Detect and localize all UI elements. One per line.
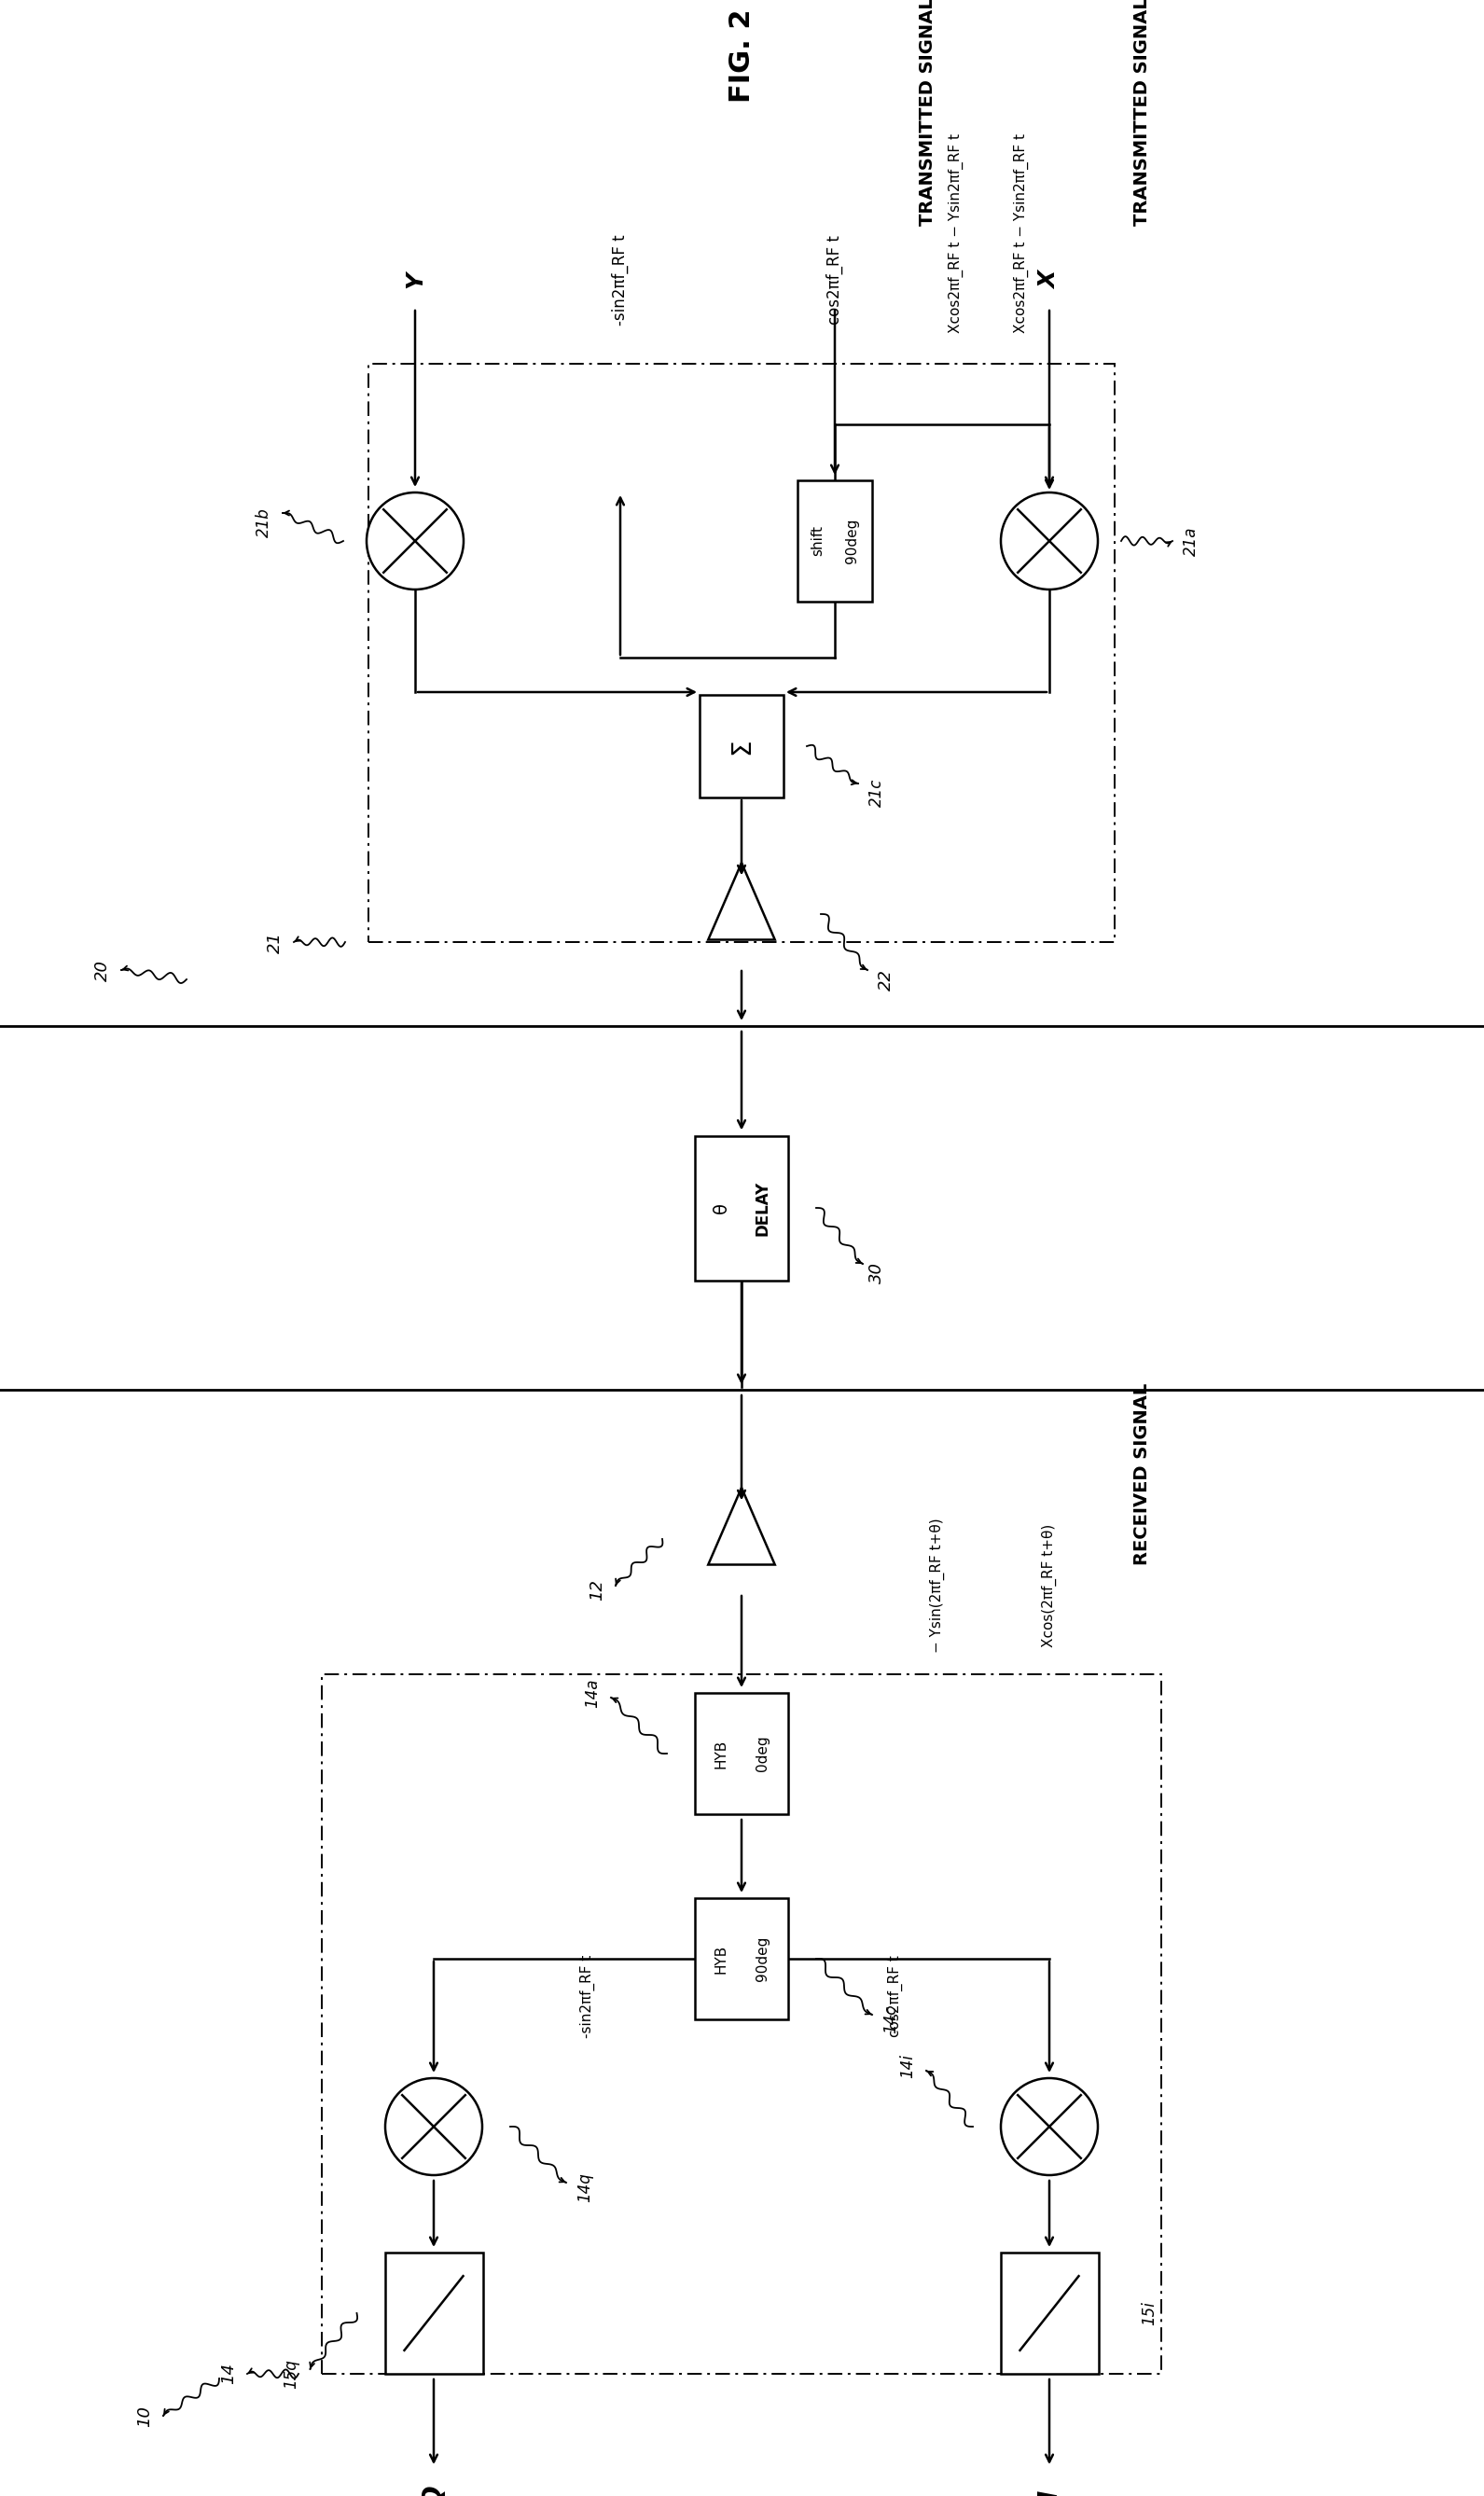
Text: 10: 10 — [137, 2406, 153, 2426]
Text: 0deg: 0deg — [755, 1735, 769, 1772]
Text: 15i: 15i — [1141, 2301, 1158, 2326]
Text: − Ysin(2πf_RF t+θ): − Ysin(2πf_RF t+θ) — [930, 1518, 945, 1652]
Text: 22: 22 — [877, 968, 895, 991]
Bar — [1000, 2251, 1098, 2374]
Text: 14: 14 — [220, 2364, 237, 2384]
Text: Xcos2πf_RF t − Ysin2πf_RF t: Xcos2πf_RF t − Ysin2πf_RF t — [1014, 132, 1028, 332]
Circle shape — [386, 2079, 482, 2174]
Text: 14c: 14c — [883, 2004, 899, 2034]
Text: 14q: 14q — [576, 2172, 594, 2201]
Text: 21b: 21b — [255, 507, 273, 537]
Text: TRANSMITTED SIGNAL: TRANSMITTED SIGNAL — [919, 0, 936, 227]
Text: HYB: HYB — [714, 1944, 729, 1974]
Bar — [797, 479, 873, 602]
Circle shape — [367, 492, 463, 589]
Text: 21: 21 — [267, 931, 283, 953]
Text: 14a: 14a — [583, 1677, 601, 1707]
Text: 12: 12 — [589, 1580, 605, 1600]
Bar — [695, 1136, 788, 1280]
Text: DELAY: DELAY — [754, 1181, 770, 1236]
Bar — [368, 364, 1114, 941]
Text: Σ: Σ — [729, 739, 754, 754]
Text: cos2πf_RF t: cos2πf_RF t — [827, 235, 843, 324]
Text: 20: 20 — [93, 958, 111, 981]
Text: cos2πf_RF t: cos2πf_RF t — [887, 1954, 902, 2037]
Text: 15q: 15q — [283, 2359, 300, 2389]
Bar — [384, 2251, 482, 2374]
Text: θ: θ — [712, 1203, 730, 1213]
Text: Xcos(2πf_RF t+θ): Xcos(2πf_RF t+θ) — [1042, 1525, 1057, 1647]
Text: FIG. 2: FIG. 2 — [729, 10, 755, 102]
Text: I: I — [1036, 2491, 1063, 2496]
Text: shift: shift — [812, 527, 825, 557]
Text: 14i: 14i — [899, 2054, 916, 2079]
Text: 90deg: 90deg — [844, 519, 859, 564]
Text: TRANSMITTED SIGNAL: TRANSMITTED SIGNAL — [1134, 0, 1152, 227]
Bar — [695, 1692, 788, 1815]
Bar — [699, 694, 784, 799]
Text: Q: Q — [420, 2484, 447, 2496]
Text: 90deg: 90deg — [755, 1937, 769, 1982]
Text: 21c: 21c — [868, 779, 884, 806]
Text: X: X — [1039, 272, 1061, 290]
Circle shape — [1000, 2079, 1098, 2174]
Text: HYB: HYB — [714, 1740, 729, 1767]
Text: RECEIVED SIGNAL: RECEIVED SIGNAL — [1134, 1383, 1152, 1565]
Text: Y: Y — [404, 272, 426, 287]
Bar — [695, 1897, 788, 2019]
Text: -sin2πf_RF t: -sin2πf_RF t — [580, 1954, 595, 2037]
Text: -sin2πf_RF t: -sin2πf_RF t — [611, 235, 629, 324]
Text: 21a: 21a — [1183, 527, 1199, 557]
Circle shape — [1000, 492, 1098, 589]
Bar — [322, 1675, 1162, 2374]
Text: 30: 30 — [868, 1263, 884, 1283]
Text: Xcos2πf_RF t − Ysin2πf_RF t: Xcos2πf_RF t − Ysin2πf_RF t — [948, 132, 963, 332]
